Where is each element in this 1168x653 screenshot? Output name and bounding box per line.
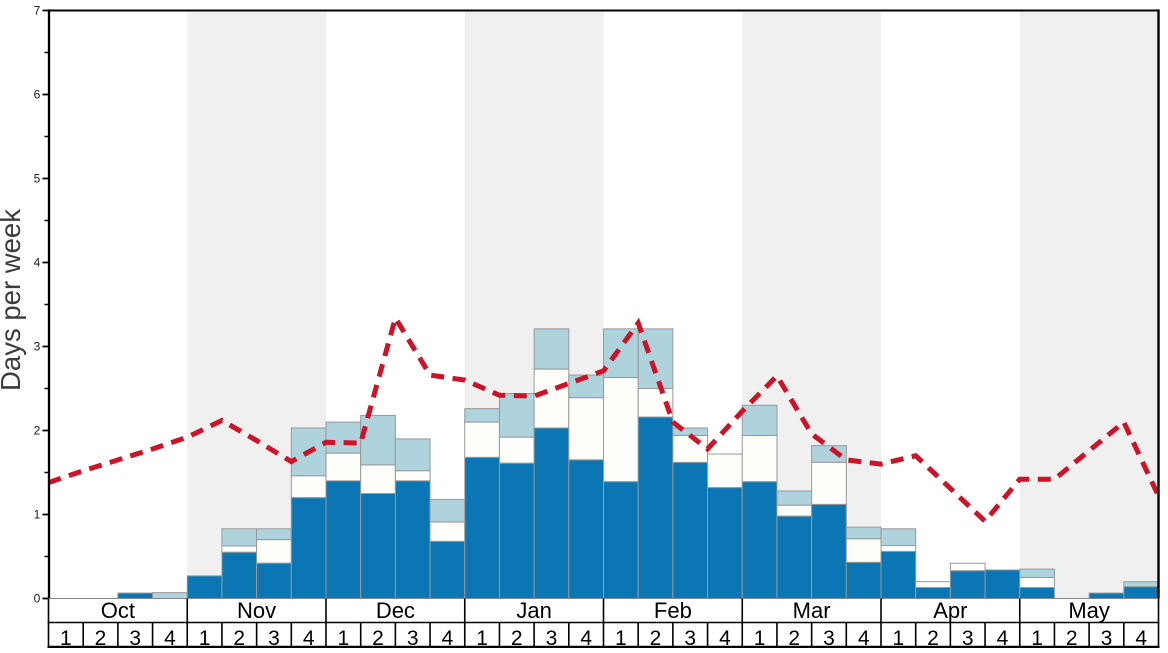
- svg-text:1: 1: [199, 627, 211, 648]
- svg-text:1: 1: [34, 508, 41, 522]
- svg-text:1: 1: [754, 627, 766, 648]
- svg-text:2: 2: [233, 627, 245, 648]
- svg-text:1: 1: [892, 627, 904, 648]
- svg-text:Mar: Mar: [793, 598, 831, 623]
- svg-text:3: 3: [34, 340, 41, 354]
- svg-text:4: 4: [303, 627, 315, 648]
- svg-text:1: 1: [476, 627, 488, 648]
- svg-text:Apr: Apr: [933, 598, 967, 623]
- svg-text:4: 4: [164, 627, 176, 648]
- svg-text:2: 2: [34, 424, 41, 438]
- svg-text:3: 3: [823, 627, 835, 648]
- svg-text:Dec: Dec: [376, 598, 415, 623]
- svg-text:2: 2: [927, 627, 939, 648]
- svg-text:3: 3: [962, 627, 974, 648]
- svg-text:1: 1: [60, 627, 72, 648]
- svg-text:6: 6: [34, 88, 41, 102]
- svg-text:2: 2: [788, 627, 800, 648]
- svg-text:Jan: Jan: [516, 598, 551, 623]
- svg-text:4: 4: [719, 627, 731, 648]
- svg-text:3: 3: [407, 627, 419, 648]
- svg-text:3: 3: [129, 627, 141, 648]
- svg-text:4: 4: [34, 256, 41, 270]
- svg-text:5: 5: [34, 172, 41, 186]
- svg-text:4: 4: [1135, 627, 1147, 648]
- svg-text:Feb: Feb: [654, 598, 692, 623]
- svg-text:7: 7: [34, 4, 41, 18]
- svg-text:Oct: Oct: [101, 598, 135, 623]
- svg-text:Days per week: Days per week: [0, 209, 26, 391]
- svg-text:1: 1: [615, 627, 627, 648]
- svg-text:3: 3: [268, 627, 280, 648]
- svg-text:0: 0: [34, 592, 41, 606]
- svg-text:4: 4: [580, 627, 592, 648]
- svg-text:2: 2: [95, 627, 107, 648]
- svg-text:3: 3: [546, 627, 558, 648]
- svg-text:Nov: Nov: [237, 598, 276, 623]
- svg-text:2: 2: [511, 627, 523, 648]
- svg-text:2: 2: [372, 627, 384, 648]
- svg-text:4: 4: [858, 627, 870, 648]
- svg-text:May: May: [1068, 598, 1110, 623]
- svg-text:4: 4: [442, 627, 454, 648]
- svg-text:1: 1: [337, 627, 349, 648]
- svg-text:1: 1: [1031, 627, 1043, 648]
- svg-text:3: 3: [684, 627, 696, 648]
- svg-text:4: 4: [997, 627, 1009, 648]
- svg-text:2: 2: [1066, 627, 1078, 648]
- svg-text:2: 2: [650, 627, 662, 648]
- svg-text:3: 3: [1101, 627, 1113, 648]
